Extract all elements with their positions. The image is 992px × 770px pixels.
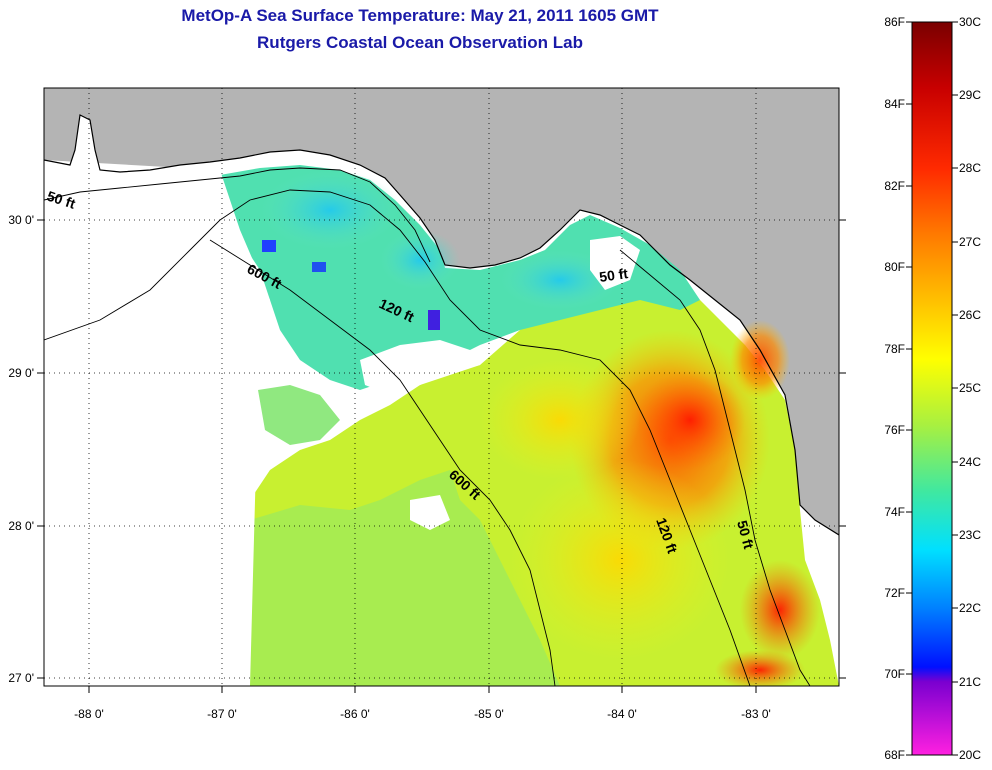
contour-50ft-east xyxy=(619,249,811,686)
land-mass xyxy=(44,88,839,535)
colorbar-f-label: 72F xyxy=(884,586,905,600)
lat-tick-label: 28 0' xyxy=(8,519,34,533)
lon-tick-label: -86 0' xyxy=(340,707,370,721)
colorbar-f-label: 80F xyxy=(884,260,905,274)
colorbar-f-label: 68F xyxy=(884,748,905,762)
cool-patch-2 xyxy=(380,230,460,290)
contour-label: 50 ft xyxy=(598,265,629,285)
colorbar xyxy=(911,21,953,756)
warm-yellow-2 xyxy=(480,360,640,480)
colorbar-c-label: 24C xyxy=(959,455,981,469)
colorbar-f-label: 76F xyxy=(884,423,905,437)
hot-spot-corner xyxy=(715,650,805,686)
coastline xyxy=(44,114,839,536)
contour-600ft xyxy=(209,239,556,686)
colorbar-f-label: 82F xyxy=(884,179,905,193)
colorbar-c-label: 23C xyxy=(959,528,981,542)
map-area: 50 ft 600 ft 120 ft 50 ft 600 ft 120 ft … xyxy=(44,88,839,686)
colorbar-c-label: 25C xyxy=(959,381,981,395)
sst-field-lower xyxy=(250,470,560,686)
colorbar-c-label: 21C xyxy=(959,675,981,689)
colorbar-ticks xyxy=(906,21,958,756)
cold-pixel-2 xyxy=(428,310,440,330)
contour-120ft xyxy=(44,189,751,686)
colorbar-f-label: 84F xyxy=(884,97,905,111)
cool-patch xyxy=(260,170,400,250)
lon-tick-label: -83 0' xyxy=(741,707,771,721)
map-subtitle: Rutgers Coastal Ocean Observation Lab xyxy=(257,33,583,52)
colorbar-c-label: 30C xyxy=(959,15,981,29)
colorbar-c-label: 26C xyxy=(959,308,981,322)
lat-tick-label: 30 0' xyxy=(8,213,34,227)
colorbar-c-label: 29C xyxy=(959,88,981,102)
contour-50ft-west xyxy=(44,167,431,263)
colorbar-c-label: 28C xyxy=(959,161,981,175)
contour-label: 50 ft xyxy=(734,519,757,551)
map-frame xyxy=(43,87,840,687)
colorbar-c-label: 20C xyxy=(959,748,981,762)
hot-spot xyxy=(635,370,745,470)
lat-tick-label: 29 0' xyxy=(8,366,34,380)
colorbar-f-label: 78F xyxy=(884,342,905,356)
colorbar-c-label: 27C xyxy=(959,235,981,249)
cloud-gap-1 xyxy=(360,340,480,395)
cloud-gap-3 xyxy=(410,495,450,530)
cloud-gap-2 xyxy=(590,236,640,290)
lon-tick-label: -87 0' xyxy=(207,707,237,721)
warm-yellow xyxy=(510,460,730,660)
lon-tick-label: -88 0' xyxy=(74,707,104,721)
lon-tick-label: -84 0' xyxy=(607,707,637,721)
cold-pixel xyxy=(262,240,276,252)
colorbar-f-label: 86F xyxy=(884,15,905,29)
lat-tick-label: 27 0' xyxy=(8,671,34,685)
hot-spot-south xyxy=(740,560,820,660)
map-title: MetOp-A Sea Surface Temperature: May 21,… xyxy=(181,6,659,25)
axis-ticks xyxy=(37,219,846,693)
warm-coast xyxy=(730,320,790,400)
cold-pixel-3 xyxy=(312,262,326,272)
colorbar-f-label: 74F xyxy=(884,505,905,519)
colorbar-c-label: 22C xyxy=(959,601,981,615)
cloud-gap-west xyxy=(44,160,270,686)
colorbar-f-label: 70F xyxy=(884,667,905,681)
sst-west-patch xyxy=(258,385,340,445)
lon-tick-label: -85 0' xyxy=(474,707,504,721)
